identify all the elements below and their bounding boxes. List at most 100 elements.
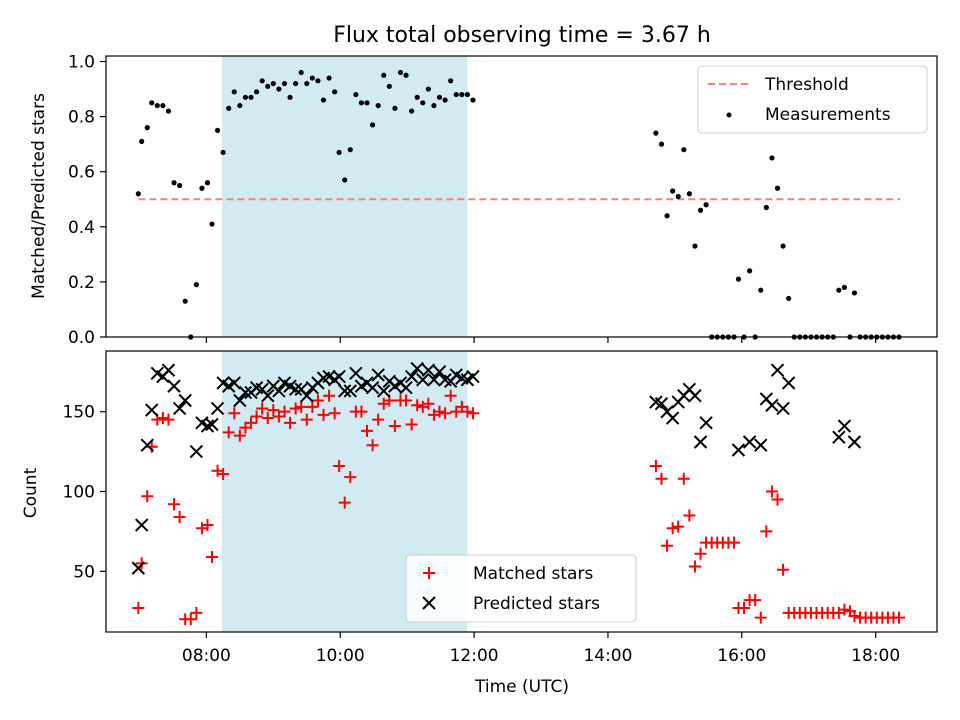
measurement-point xyxy=(364,100,370,106)
measurement-point xyxy=(193,282,199,288)
matched-star-point xyxy=(267,404,280,417)
matched-star-point xyxy=(388,420,401,433)
measurement-point xyxy=(237,102,243,109)
predicted-star-point xyxy=(332,369,346,384)
measurement-point xyxy=(231,89,237,95)
legend-label-matched: Matched stars xyxy=(473,564,593,584)
measurement-point xyxy=(171,180,177,186)
measurement-point xyxy=(414,94,420,100)
matched-star-point xyxy=(677,472,690,485)
shaded-interval xyxy=(222,56,468,337)
measurement-point xyxy=(149,100,155,106)
matched-star-point xyxy=(300,413,313,426)
measurements-legend-swatch xyxy=(726,112,732,118)
x-tick-label: 08:00 xyxy=(182,646,231,666)
measurement-point xyxy=(769,155,775,161)
matched-star-point xyxy=(760,525,773,538)
predicted-star-point xyxy=(742,435,757,449)
measurement-point xyxy=(342,177,348,183)
matched-star-point xyxy=(228,407,241,420)
measurement-point xyxy=(347,147,353,153)
predicted-star-point xyxy=(837,419,852,433)
measurement-point xyxy=(332,89,338,95)
measurement-point xyxy=(226,105,232,111)
measurement-point xyxy=(160,102,166,109)
measurements-layer xyxy=(135,69,902,340)
top-y-ticks: 0.0 0.2 0.4 0.6 0.8 1.0 xyxy=(68,53,106,348)
measurement-point xyxy=(841,284,848,291)
measurement-point xyxy=(420,100,426,106)
measurement-point xyxy=(304,80,310,87)
measurement-point xyxy=(220,149,226,156)
matched-star-point xyxy=(661,539,674,552)
matched-star-point xyxy=(201,519,214,532)
matched-star-point xyxy=(366,439,379,452)
x-tick-label: 12:00 xyxy=(450,646,499,666)
top-axes-frame xyxy=(105,55,938,338)
matched-star-point xyxy=(156,412,169,425)
measurement-point xyxy=(281,80,288,87)
top-x-ticks xyxy=(205,337,877,343)
predicted-star-point xyxy=(688,388,702,403)
measurement-point xyxy=(851,290,858,296)
matched-star-point xyxy=(422,397,435,410)
predicted-star-point xyxy=(261,388,275,403)
x-axis-label: Time (UTC) xyxy=(474,677,569,697)
bottom-y-tick-label: 150 xyxy=(63,403,95,423)
matched-star-point xyxy=(355,405,368,418)
matched-star-point xyxy=(173,511,186,524)
predicted-star-point xyxy=(466,369,480,384)
measurement-point xyxy=(758,287,764,293)
matched-star-point xyxy=(250,410,263,423)
measurement-point xyxy=(287,94,293,100)
bottom-y-axis-label: Count xyxy=(21,467,41,518)
predicted-star-point xyxy=(847,435,862,449)
matched-star-point xyxy=(217,467,230,480)
predicted-star-point xyxy=(227,376,241,390)
matched-star-point xyxy=(328,407,341,420)
measurement-point xyxy=(425,86,431,92)
matched-star-point xyxy=(344,471,357,484)
measurement-point xyxy=(165,108,172,114)
predicted-star-point xyxy=(765,398,779,412)
predicted-star-point xyxy=(421,363,436,377)
matched-star-point xyxy=(141,490,154,503)
predicted-star-point xyxy=(377,384,391,398)
matched-star-point xyxy=(832,606,845,619)
top-legend: Threshold Measurements xyxy=(697,65,928,134)
matched-star-point xyxy=(289,402,302,415)
matched-star-point xyxy=(411,399,424,412)
matched-star-point xyxy=(672,520,685,533)
matched-star-point xyxy=(372,413,385,426)
measurement-point xyxy=(436,94,443,100)
measurement-point xyxy=(265,83,271,89)
measurement-point xyxy=(259,78,265,84)
matched-star-point xyxy=(256,402,269,415)
matched-star-point xyxy=(848,610,861,623)
matched-star-point xyxy=(317,408,330,421)
measurement-point xyxy=(336,149,342,156)
predicted-star-point xyxy=(416,373,430,387)
measurement-point xyxy=(747,268,753,274)
top-y-tick-label: 0.2 xyxy=(68,273,95,293)
predicted-star-point xyxy=(238,385,253,400)
matched-star-point xyxy=(333,459,346,472)
bottom-x-ticks: 08:00 10:00 12:00 14:00 16:00 18:00 xyxy=(182,632,900,666)
top-y-tick-label: 0.4 xyxy=(68,218,95,238)
matched-star-point xyxy=(754,611,767,624)
top-y-axis-label: Matched/Predicted stars xyxy=(29,93,49,299)
predicted-star-point xyxy=(832,430,846,444)
predicted-star-point xyxy=(665,411,680,425)
legend-label-predicted: Predicted stars xyxy=(473,594,600,614)
matched-star-point xyxy=(688,560,701,573)
matched-star-point xyxy=(195,522,208,535)
measurement-point xyxy=(686,191,692,197)
measurement-point xyxy=(386,83,392,89)
matched-star-point xyxy=(323,389,336,402)
measurement-point xyxy=(320,97,327,103)
predicted-star-point xyxy=(189,444,204,459)
matched-star-point xyxy=(338,496,351,509)
predicted-star-point xyxy=(337,384,352,398)
measurement-point xyxy=(697,207,704,213)
